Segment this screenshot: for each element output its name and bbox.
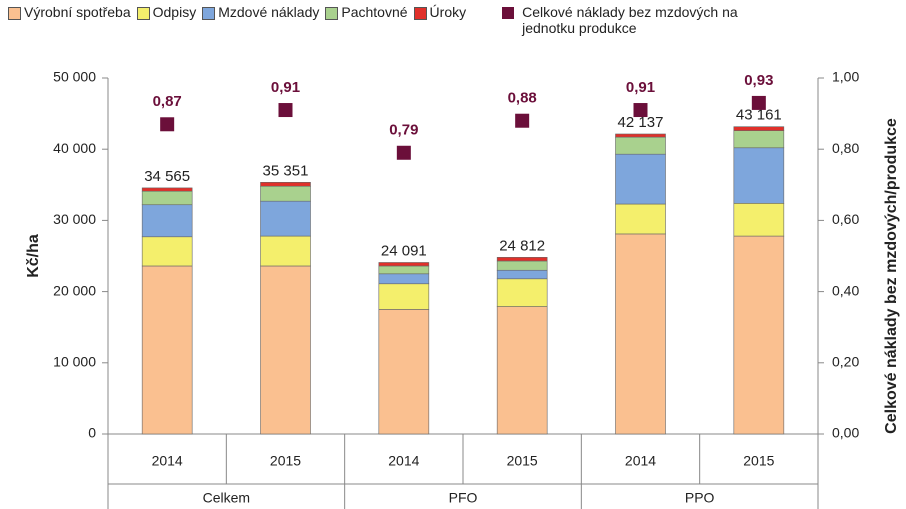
total-label: 24 091 [381,242,427,259]
total-label: 34 565 [144,168,190,185]
point-label: 0,88 [508,90,537,107]
bar-segment [496,260,548,271]
bar-segment [141,204,193,238]
legend-swatch [202,7,216,20]
legend-item: Odpisy [136,4,197,36]
y-axis-label: Kč/ha [25,234,42,278]
bar-segment [260,200,311,237]
group-label: PPO [685,490,715,506]
y2-tick-label: 1,00 [832,69,859,85]
scatter-point [515,113,530,128]
y-tick-label: 50 000 [53,69,96,85]
total-label: 42 137 [618,114,664,131]
bar-segment [615,133,666,138]
point-label: 0,91 [271,79,300,96]
bar-segment [733,126,785,131]
legend: Výrobní spotřeba Odpisy Mzdové náklady Pach… [8,4,906,36]
group-label: PFO [449,490,478,506]
bar-segment [378,265,430,275]
y2-tick-label: 0,60 [832,211,859,227]
x-tick-label: 2015 [270,453,301,469]
bar-segment [615,136,666,155]
scatter-point [396,145,411,160]
bar-segment [260,265,311,435]
y-tick-label: 20 000 [53,282,96,298]
bar-segment [496,278,548,307]
bar-segment [141,190,193,206]
bar-segment [496,269,548,280]
bar-segment [141,265,193,435]
total-label: 24 812 [499,237,545,254]
legend-item: Výrobní spotřeba [8,4,131,36]
x-tick-label: 2015 [507,453,538,469]
bar-segment [260,235,311,267]
y2-tick-label: 0,00 [832,425,859,441]
scatter-point [160,117,175,132]
point-label: 0,87 [153,93,182,110]
legend-swatch [136,7,150,20]
bar-segment [615,203,666,235]
total-label: 35 351 [263,162,309,179]
scatter-point [278,103,293,118]
bar-segment [260,182,311,187]
bar-segment [141,236,193,267]
bar-segment [496,257,548,262]
legend-item: Mzdové náklady [202,4,319,36]
bar-segment [378,309,430,435]
bar-segment [733,235,785,435]
y-tick-label: 40 000 [53,140,96,156]
point-label: 0,79 [389,122,418,139]
y-tick-label: 30 000 [53,211,96,227]
bar-segment [378,262,430,267]
legend-item: Pachtovné [325,4,408,36]
x-tick-label: 2014 [388,453,419,469]
y-tick-label: 10 000 [53,354,96,370]
bar-segment [615,153,666,205]
legend-swatch [325,7,339,20]
y2-tick-label: 0,20 [832,354,859,370]
bar-segment [733,147,785,204]
scatter-point [633,103,648,118]
bar-segment [496,306,548,435]
legend-label: Celkové náklady bez mzdových na jednotku… [522,4,738,36]
x-tick-label: 2014 [152,453,183,469]
point-label: 0,93 [744,72,773,89]
x-tick-label: 2015 [743,453,774,469]
bar-segment [615,233,666,435]
legend-label: Úroky [429,4,467,20]
legend-label: Mzdové náklady [218,4,320,20]
legend-label: Pachtovné [341,4,408,20]
legend-swatch [502,7,515,19]
legend-swatch [413,7,427,20]
bar-segment [378,273,430,285]
total-label: 43 161 [736,107,782,124]
bar-segment [733,130,785,149]
legend-label: Odpisy [152,4,197,20]
bar-segment [378,283,430,310]
y2-axis-label: Celkové náklady bez mzdových/produkce [883,118,900,434]
legend-label: Výrobní spotřeba [24,4,131,20]
y2-tick-label: 0,40 [832,282,859,298]
x-tick-label: 2014 [625,453,656,469]
scatter-point [751,95,766,110]
legend-swatch [8,7,21,20]
y-tick-label: 0 [88,425,96,441]
bar-segment [141,187,193,192]
bar-segment [260,185,311,202]
bar-segment [733,203,785,237]
group-label: Celkem [203,490,250,506]
legend-item: Celkové náklady bez mzdových na jednotku… [502,4,752,36]
y2-tick-label: 0,80 [832,140,859,156]
point-label: 0,91 [626,79,655,96]
legend-item: Úroky [413,4,467,36]
